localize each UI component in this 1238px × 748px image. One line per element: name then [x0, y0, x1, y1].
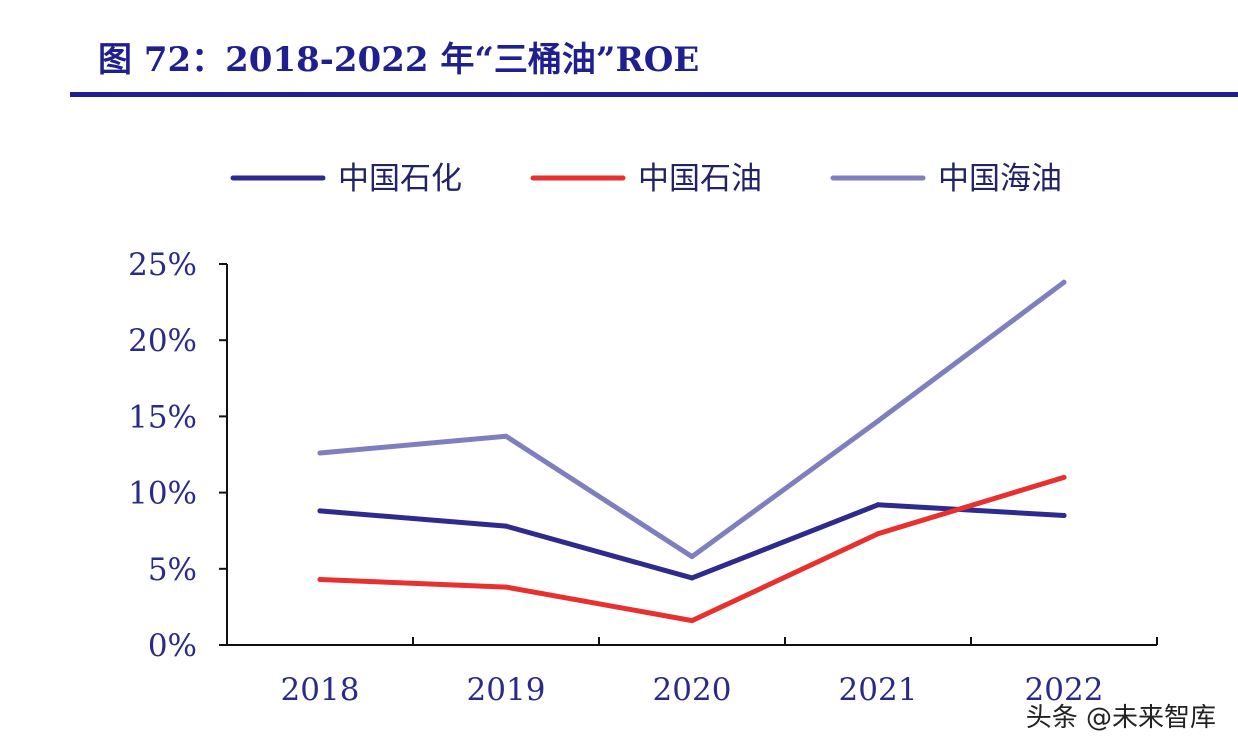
x-tick-label: 2022: [1025, 672, 1104, 708]
chart-legend: 中国石化 中国石油 中国海油: [230, 161, 1062, 197]
figure-title: 图 72：2018-2022 年“三桶油”ROE: [98, 40, 700, 80]
chart-series: [317, 279, 1067, 624]
title-divider: [70, 92, 1238, 97]
data-point: [503, 523, 509, 529]
legend-label-2: 中国石油: [638, 161, 762, 197]
data-point: [875, 502, 881, 508]
data-point: [875, 531, 881, 537]
data-point: [317, 450, 323, 456]
data-point: [875, 418, 881, 424]
series-line-2: [317, 474, 1067, 624]
legend-label-3: 中国海油: [938, 161, 1062, 197]
data-point: [1061, 474, 1067, 480]
y-tick-label: 15%: [128, 399, 197, 435]
x-tick-label: 2020: [653, 672, 732, 708]
data-point: [503, 433, 509, 439]
data-point: [1061, 279, 1067, 285]
y-tick-label: 0%: [148, 628, 197, 664]
x-tick-label: 2018: [281, 672, 360, 708]
series-line-3: [317, 279, 1067, 560]
data-point: [1061, 512, 1067, 518]
y-tick-label: 20%: [128, 323, 197, 359]
watermark: 头条 @未来智库: [1025, 703, 1216, 733]
x-tick-label: 2019: [467, 672, 546, 708]
x-tick-label: 2021: [839, 672, 918, 708]
data-point: [689, 618, 695, 624]
data-point: [317, 508, 323, 514]
y-tick-label: 5%: [148, 552, 197, 588]
data-point: [689, 554, 695, 560]
y-tick-label: 10%: [128, 476, 197, 512]
series-line-1: [317, 502, 1067, 581]
data-point: [503, 584, 509, 590]
chart-axes: 0% 5% 10% 15% 20% 25% 2018 2019 2020 2021 2022: [128, 247, 1158, 708]
data-point: [689, 575, 695, 581]
y-tick-label: 25%: [128, 247, 197, 283]
data-point: [317, 576, 323, 582]
legend-label-1: 中国石化: [338, 161, 462, 197]
